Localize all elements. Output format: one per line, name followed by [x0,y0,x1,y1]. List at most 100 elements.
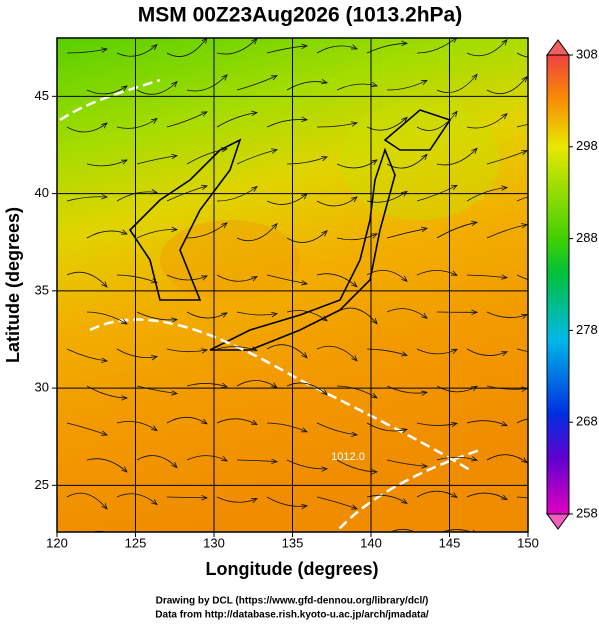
stream-arrow [421,226,429,233]
stream-arrow [201,38,208,44]
streamline [386,385,428,394]
stream-arrow [571,154,577,158]
streamline [136,229,178,239]
stream-arrow [270,75,278,81]
streamline [440,529,473,532]
streamline [91,530,107,532]
streamline [166,416,208,425]
stream-arrow [421,463,429,469]
streamline [266,496,308,507]
colorbar-tick-label: 308 [576,46,598,61]
streamline [116,493,158,505]
streamline [166,274,208,281]
streamline [186,148,228,165]
streamline [336,233,378,241]
stream-arrow [201,418,208,425]
stream-arrow [450,270,458,276]
stream-arrow [451,110,458,118]
stream-arrow [200,184,208,190]
streamline [516,348,528,353]
streamline [136,155,178,165]
stream-arrow [220,312,228,318]
streamline [386,154,428,169]
streamline [186,455,228,462]
stream-arrow [221,74,228,81]
streamline [186,74,228,92]
stream-arrow [120,318,128,325]
stream-arrow [200,275,208,281]
stream-arrow [401,498,408,504]
stream-arrow [501,274,509,280]
title: MSM 00Z23Aug2026 (1013.2hPa) [138,4,462,27]
streamline [516,196,528,202]
stream-arrow [451,421,459,428]
streamline [336,385,378,399]
stream-arrow [471,147,478,155]
streamline [366,348,408,356]
streamline [436,148,478,166]
stream-arrow [470,385,478,392]
stream-arrow [351,121,359,127]
stream-arrow [400,351,408,357]
stream-arrow [521,386,528,392]
stream-arrow [201,348,209,354]
streamline [466,39,508,57]
streamline [390,528,416,532]
stream-arrow [371,469,379,475]
y-tick-label: 35 [35,282,49,297]
streamline [186,222,228,239]
stream-arrow [401,116,408,123]
stream-arrow [250,346,258,352]
stream-arrow [320,156,328,162]
streamline [316,273,358,288]
streamline [216,112,258,128]
stream-arrow [571,84,577,89]
streamline [136,385,178,395]
streamline [366,494,408,504]
stream-arrow [250,419,258,426]
streamline [286,81,328,91]
stream-arrow [501,38,508,46]
streamline [386,459,428,467]
stream-arrow [151,118,158,124]
streamline [316,422,358,436]
stream-arrow [571,391,577,396]
stream-arrow [351,196,358,203]
stream-arrow [321,466,329,472]
streamline [166,38,208,57]
streamline [86,230,128,239]
streamline [116,44,158,57]
x-tick-label: 150 [517,535,539,550]
y-tick-label: 30 [35,380,49,395]
colorbar-tick-label: 288 [576,230,598,245]
streamline [266,344,308,359]
streamline [386,79,428,91]
streamline [416,348,458,355]
streamline [236,380,278,388]
stream-arrow [120,159,128,165]
streamline [486,150,528,165]
stream-arrow [351,281,358,288]
y-tick-label: 45 [35,88,49,103]
streamline [537,534,577,544]
streamline [516,274,528,280]
colorbar-extension [546,39,570,56]
streamline [136,311,178,321]
streamline [86,311,128,325]
streamline [266,45,308,54]
stream-arrow [220,456,228,462]
stream-arrow [301,280,309,286]
streamline [336,459,378,473]
streamline [466,492,508,500]
streamline [416,422,458,426]
stream-arrow [220,382,228,388]
stream-arrow [100,430,108,436]
stream-arrow [350,504,358,510]
coastline [209,147,396,351]
streamline [216,38,258,55]
stream-arrow [101,281,108,288]
streamline [386,227,428,239]
streamline [286,382,328,396]
stream-arrow [370,233,378,239]
streamline [266,193,308,205]
